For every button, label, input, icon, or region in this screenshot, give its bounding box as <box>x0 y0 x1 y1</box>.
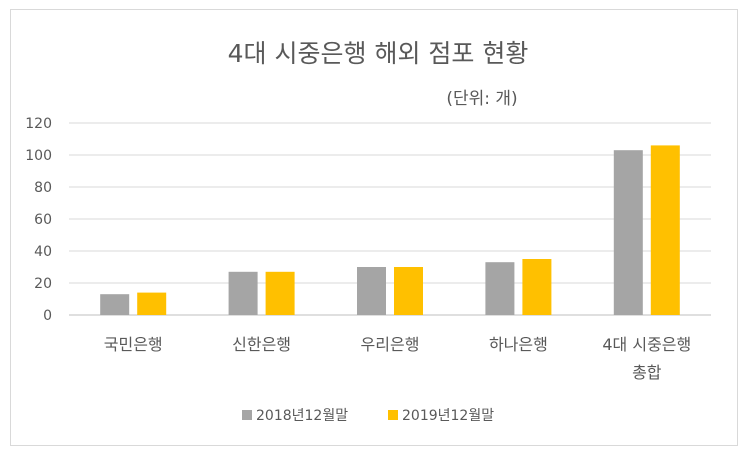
bar-2018 <box>485 262 515 315</box>
x-category-label: 하나은행 <box>489 335 548 354</box>
bars <box>100 145 680 315</box>
legend-label: 2018년12월말 <box>256 408 348 424</box>
legend-swatch <box>388 410 398 420</box>
bar-2018 <box>613 150 643 315</box>
y-tick-label: 80 <box>34 180 52 196</box>
bar-2019 <box>522 259 552 315</box>
y-tick-label: 20 <box>34 276 52 292</box>
legend-label: 2019년12월말 <box>402 408 494 424</box>
bar-2019 <box>265 271 295 315</box>
bar-2019 <box>137 292 167 315</box>
legend-swatch <box>242 410 252 420</box>
y-tick-label: 120 <box>25 116 52 132</box>
x-category-label: 총합 <box>632 363 662 382</box>
legend: 2018년12월말 2019년12월말 <box>242 408 494 424</box>
x-category-label: 신한은행 <box>232 335 291 354</box>
bar-2018 <box>228 271 258 315</box>
chart-title: 4대 시중은행 해외 점포 현황 <box>228 39 529 68</box>
chart-unit-label: (단위: 개) <box>446 89 517 109</box>
y-tick-label: 0 <box>43 308 52 324</box>
y-tick-label: 100 <box>25 148 52 164</box>
y-axis-ticks: 0 20 40 60 80 100 120 <box>25 116 52 324</box>
y-tick-label: 60 <box>34 212 52 228</box>
bar-2018 <box>357 267 386 315</box>
x-category-label: 우리은행 <box>361 335 420 354</box>
bar-2018 <box>100 294 130 315</box>
bar-2019 <box>650 145 680 315</box>
bar-2019 <box>394 267 423 315</box>
gridlines <box>69 122 711 316</box>
x-category-label: 4대 시중은행 <box>602 335 691 354</box>
y-tick-label: 40 <box>34 244 52 260</box>
x-category-label: 국민은행 <box>104 335 163 354</box>
